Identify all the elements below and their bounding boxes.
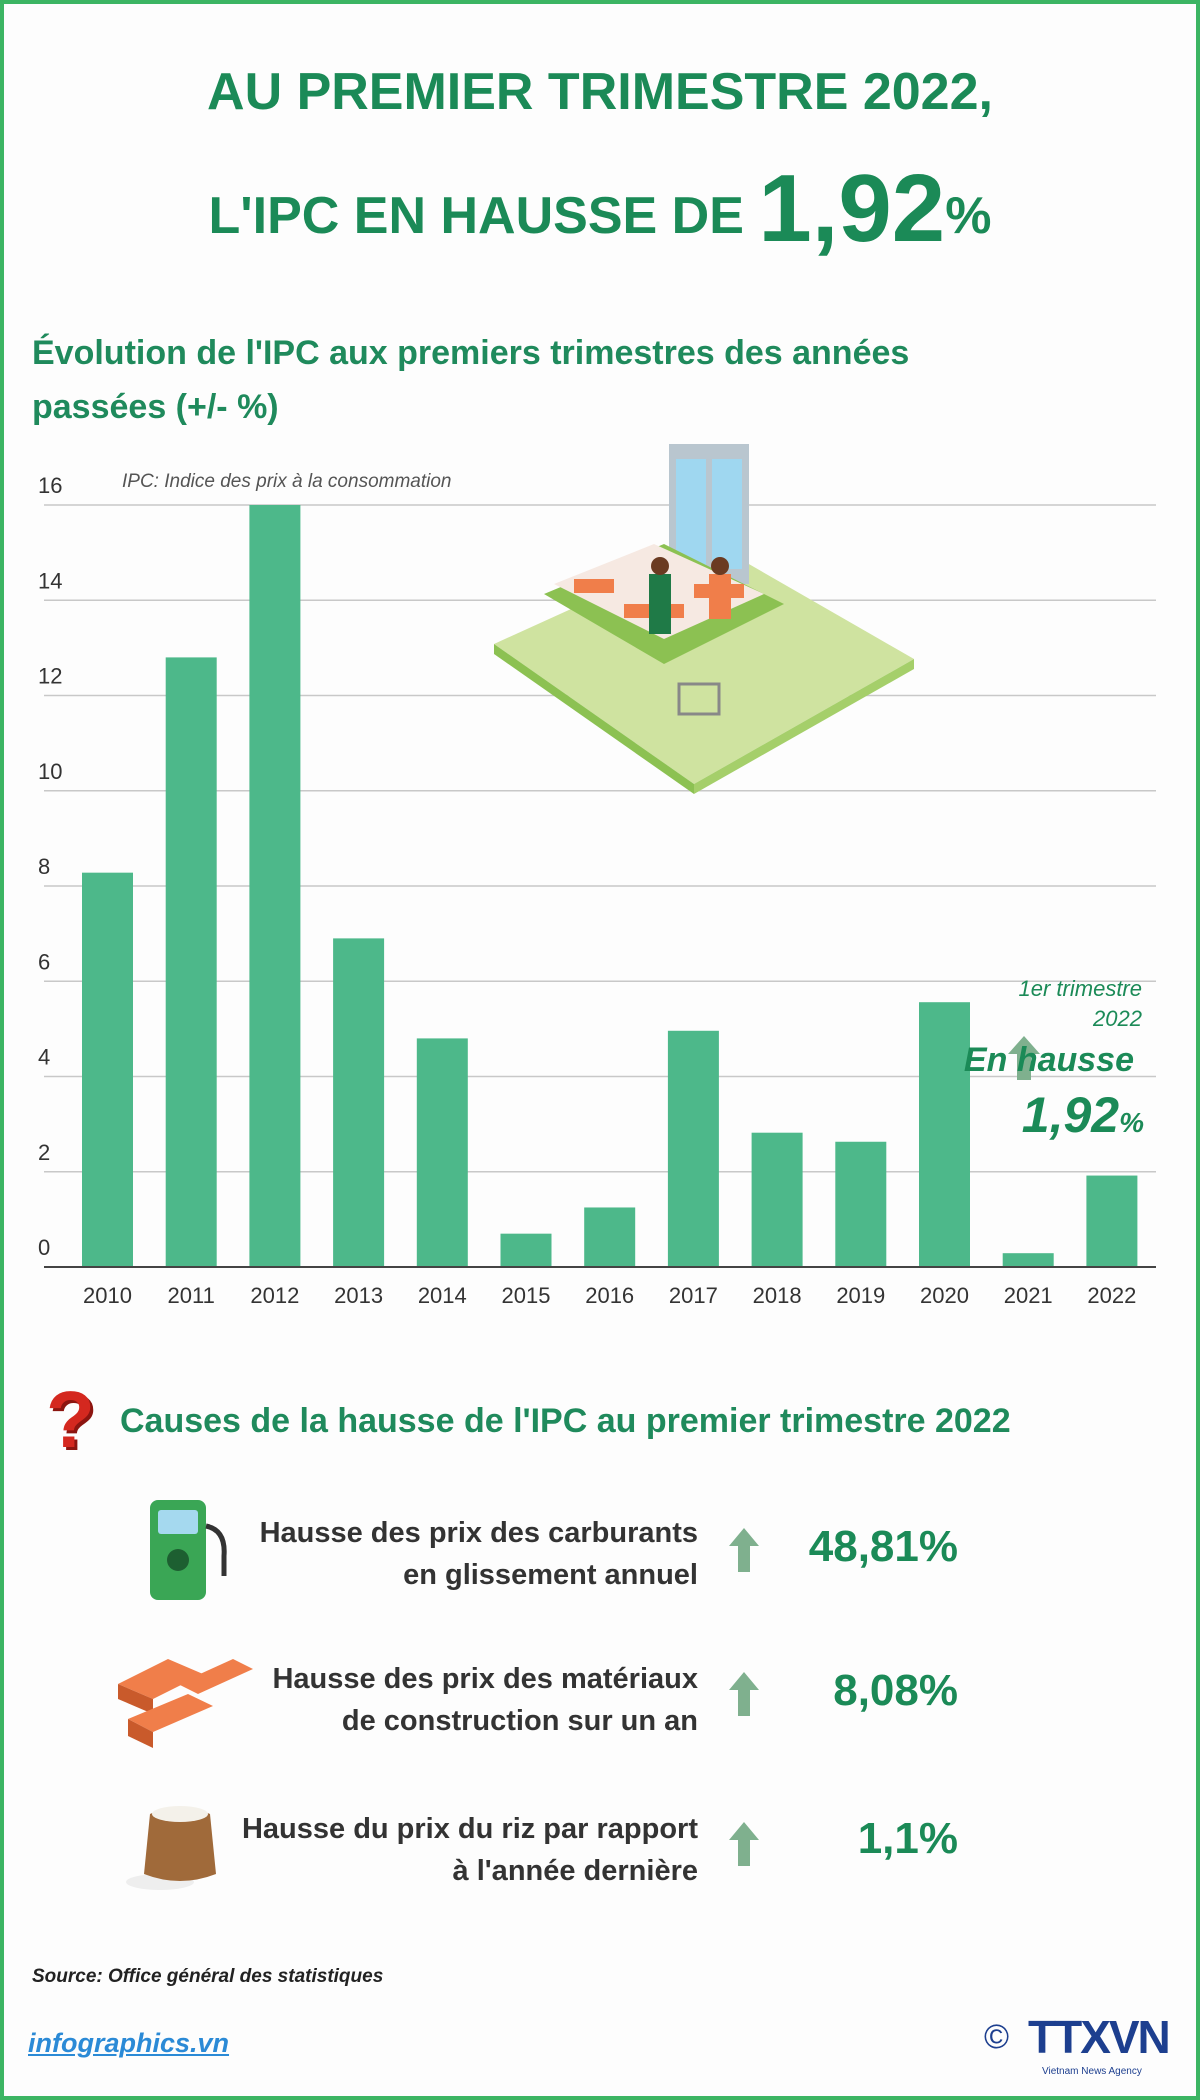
title-value: 1,92 <box>758 155 946 262</box>
x-tick-label: 2022 <box>1087 1283 1136 1308</box>
bar-2015 <box>500 1233 552 1267</box>
copyright-symbol: © <box>984 2018 1010 2056</box>
cause-text-materials: Hausse des prix des matériaux de construc… <box>272 1658 698 1742</box>
x-tick-label: 2020 <box>920 1283 969 1308</box>
x-tick-label: 2011 <box>168 1283 215 1308</box>
fuel-pump-icon <box>150 1500 227 1600</box>
cause-line2: en glissement annuel <box>403 1559 698 1591</box>
bar-2012 <box>249 505 301 1267</box>
arrow-up-icon <box>1008 1036 1040 1080</box>
x-tick-label: 2012 <box>250 1283 299 1308</box>
site-link[interactable]: infographics.vn <box>28 2028 230 2058</box>
highlight-value: 1,92% <box>1022 1086 1144 1152</box>
y-tick-label: 2 <box>38 1140 50 1165</box>
title-prefix: L'IPC EN HAUSSE DE <box>208 187 759 245</box>
causes-title: Causes de la hausse de l'IPC au premier … <box>120 1402 1011 1440</box>
highlight-label: En hausse <box>963 1041 1134 1079</box>
bar-2017 <box>667 1030 719 1267</box>
x-tick-label: 2015 <box>502 1283 551 1308</box>
y-tick-label: 16 <box>38 473 62 498</box>
arrow-up-icon <box>729 1672 759 1716</box>
bricks-icon <box>118 1659 253 1748</box>
cause-text-rice: Hausse du prix du riz par rapport à l'ann… <box>242 1808 698 1892</box>
bar-2014 <box>416 1038 468 1267</box>
bar-2018 <box>751 1132 803 1267</box>
x-tick-label: 2013 <box>334 1283 383 1308</box>
highlight-period-line1: 1er trimestre <box>1018 976 1142 1001</box>
cause-line1: Hausse des prix des matériaux <box>272 1663 698 1695</box>
cause-value-materials: 8,08% <box>833 1666 958 1715</box>
x-tick-label: 2021 <box>1004 1283 1053 1308</box>
source-note: Source: Office général des statistiques <box>32 1966 384 1987</box>
supermarket-illustration <box>494 444 914 794</box>
cause-line2: à l'année dernière <box>452 1855 698 1887</box>
title-line-2: L'IPC EN HAUSSE DE 1,92% <box>4 154 1196 264</box>
highlight-period: 1er trimestre 2022 <box>1019 974 1142 1034</box>
title-line-1: AU PREMIER TRIMESTRE 2022, <box>207 63 993 121</box>
y-tick-label: 4 <box>38 1045 50 1070</box>
bar-2020 <box>919 1002 970 1267</box>
bar-2021 <box>1002 1253 1054 1267</box>
bar-2016 <box>584 1207 636 1267</box>
x-tick-label: 2017 <box>669 1283 718 1308</box>
bar-2019 <box>835 1141 887 1267</box>
highlight-unit: % <box>1119 1107 1144 1138</box>
ttxvn-logo: © TTXVN Vietnam News Agency <box>984 2014 1184 2090</box>
question-mark-icon: ? <box>46 1375 95 1464</box>
chart-title: Évolution de l'IPC aux premiers trimestr… <box>32 334 910 426</box>
arrow-up-icon <box>729 1528 759 1572</box>
x-tick-label: 2019 <box>836 1283 885 1308</box>
bar-2013 <box>333 938 385 1267</box>
y-tick-label: 6 <box>38 949 50 974</box>
y-tick-label: 0 <box>38 1235 50 1260</box>
bar-2011 <box>165 657 217 1267</box>
cause-value-rice: 1,1% <box>857 1814 958 1863</box>
cause-text-fuel: Hausse des prix des carburants en glissem… <box>260 1512 698 1596</box>
y-tick-label: 12 <box>38 664 62 689</box>
agency-name: TTXVN <box>1028 2011 1171 2063</box>
x-tick-label: 2018 <box>753 1283 802 1308</box>
x-tick-label: 2016 <box>585 1283 634 1308</box>
chart-note: IPC: Indice des prix à la consommation <box>122 471 452 492</box>
y-tick-label: 10 <box>38 759 62 784</box>
cause-line1: Hausse des prix des carburants <box>259 1517 698 1549</box>
title-unit: % <box>945 187 992 245</box>
cause-line2: de construction sur un an <box>341 1705 698 1737</box>
cause-value-fuel: 48,81% <box>808 1522 958 1571</box>
x-tick-label: 2014 <box>418 1283 467 1308</box>
bar-2022 <box>1086 1175 1138 1267</box>
rice-sack-icon <box>126 1806 216 1890</box>
y-tick-label: 8 <box>38 854 50 879</box>
highlight-period-line2: 2022 <box>1093 1006 1142 1031</box>
bar-2010 <box>82 872 133 1267</box>
arrow-up-icon <box>729 1822 759 1866</box>
x-tick-label: 2010 <box>83 1283 132 1308</box>
y-tick-label: 14 <box>38 568 62 593</box>
highlight-number: 1,92 <box>1021 1087 1120 1143</box>
cause-line1: Hausse du prix du riz par rapport <box>241 1813 698 1845</box>
agency-subtitle: Vietnam News Agency <box>1042 2066 1142 2077</box>
